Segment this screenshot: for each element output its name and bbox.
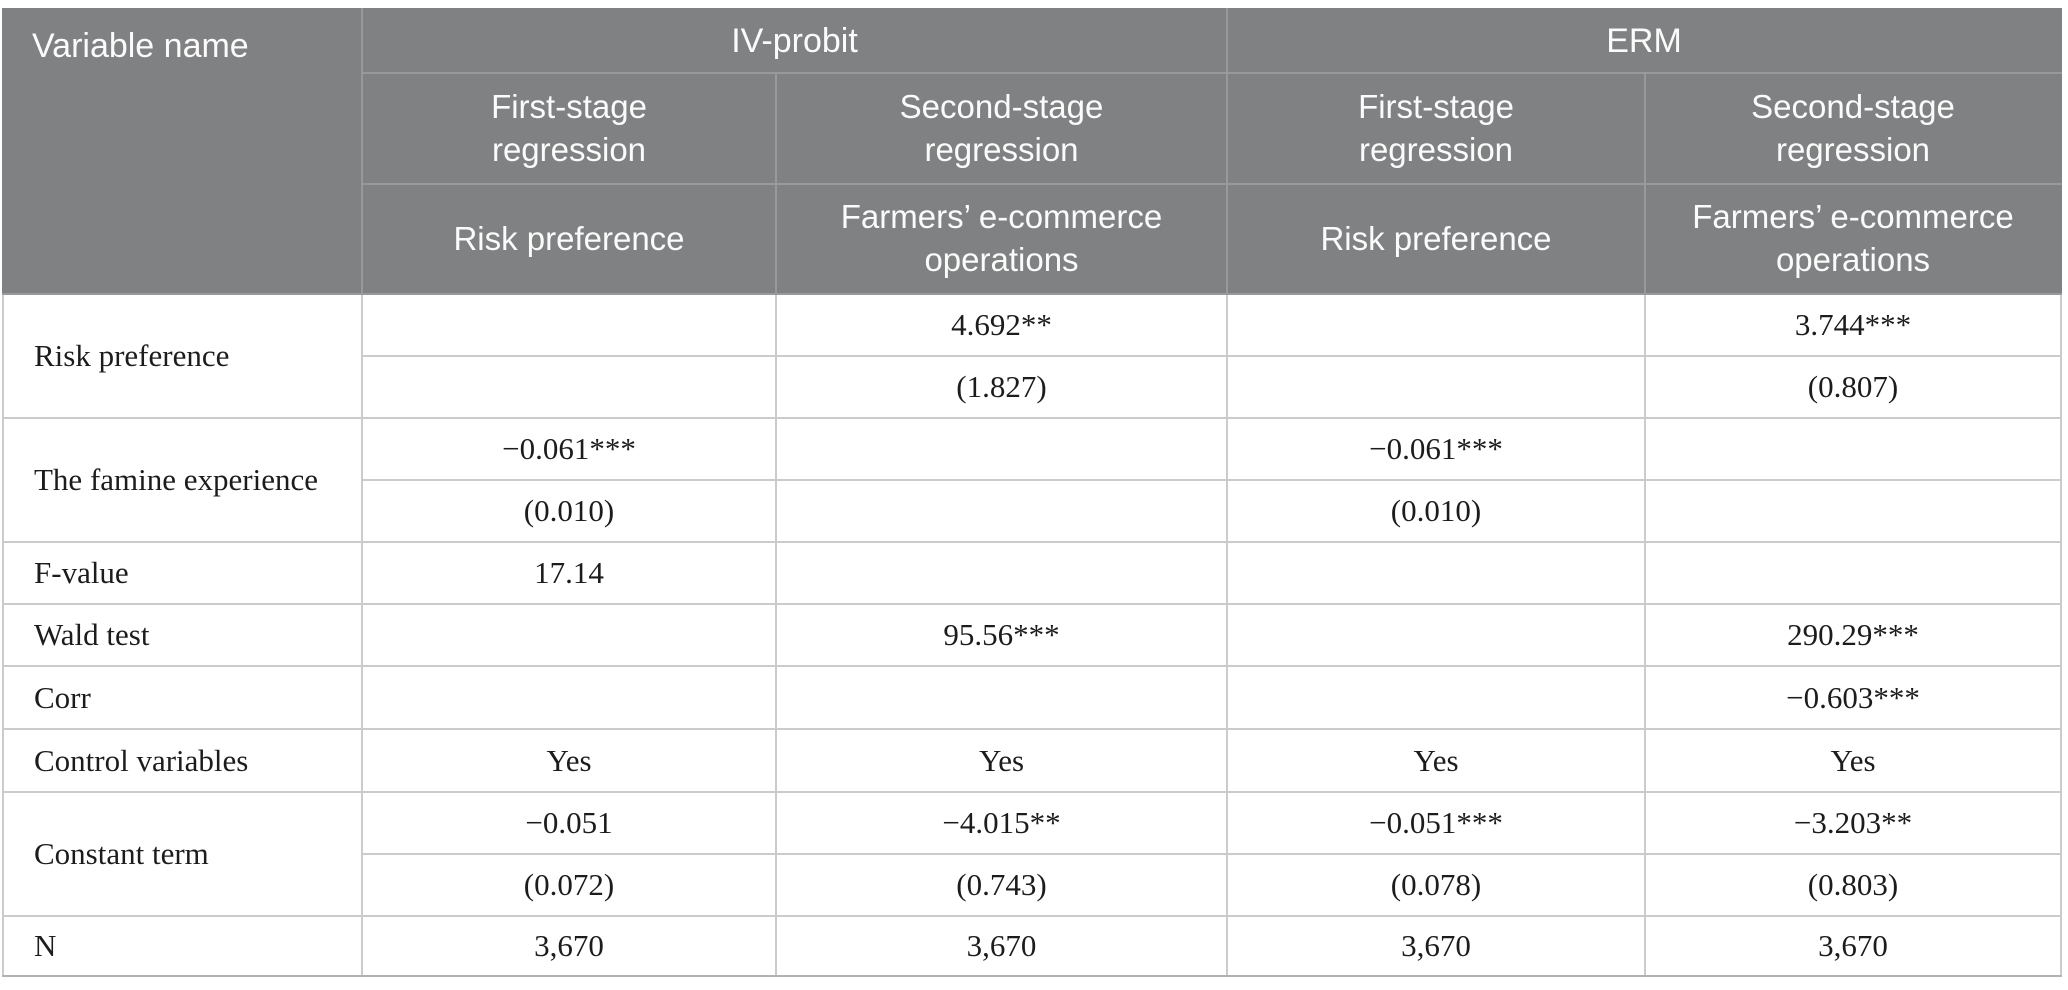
coef-cell — [775, 417, 1228, 481]
table-header: Variable name IV-probit ERM First-stage … — [2, 8, 2062, 295]
coef-cell: −0.051 — [361, 791, 777, 855]
coef-cell — [775, 541, 1228, 605]
header-cell-depvar-iv-first: Risk preference — [361, 183, 777, 295]
coef-cell: −0.603*** — [1644, 665, 2062, 730]
row-label: N — [2, 915, 363, 977]
header-row-depvars: Risk preference Farmers’ e-commerce oper… — [3, 183, 2062, 295]
se-cell: (0.803) — [1644, 853, 2062, 917]
coef-cell: 3,670 — [361, 915, 777, 977]
coef-cell — [1644, 417, 2062, 481]
table-row: F-value 17.14 — [2, 541, 2062, 605]
table-row: Risk preference 4.692** 3.744*** — [2, 293, 2062, 419]
coef-cell: −0.061*** — [361, 417, 777, 481]
header-group-iv-probit: IV-probit — [361, 8, 1228, 74]
header-cell-depvar-erm-first: Risk preference — [1226, 183, 1646, 295]
table-row: The famine experience −0.061*** −0.061**… — [2, 417, 2062, 543]
row-label: Control variables — [2, 728, 363, 793]
se-cell: (0.010) — [1226, 479, 1646, 543]
coef-cell — [1226, 293, 1646, 357]
coef-cell — [361, 293, 777, 357]
header-row-stages: First-stage regression Second-stage regr… — [3, 72, 2062, 185]
header-cell-stage-erm-second: Second-stage regression — [1644, 72, 2062, 185]
table-row: N 3,670 3,670 3,670 3,670 — [2, 915, 2062, 977]
coef-cell: 95.56*** — [775, 603, 1228, 667]
header-cell-variable-name: Variable name — [2, 8, 363, 295]
regression-results-table: Variable name IV-probit ERM First-stage … — [2, 8, 2062, 977]
coef-cell: −3.203** — [1644, 791, 2062, 855]
se-cell — [1226, 355, 1646, 419]
table-body: Risk preference 4.692** 3.744*** (1.827)… — [2, 293, 2062, 977]
coef-cell: −0.051*** — [1226, 791, 1646, 855]
row-label: The famine experience — [2, 417, 363, 543]
coef-cell — [775, 665, 1228, 730]
table-row: Wald test 95.56*** 290.29*** — [2, 603, 2062, 667]
header-cell-depvar-erm-second: Farmers’ e-commerce operations — [1644, 183, 2062, 295]
table-row: Corr −0.603*** — [2, 665, 2062, 730]
coef-cell: 4.692** — [775, 293, 1228, 357]
table-row-se: (1.827) (0.807) — [3, 355, 2062, 419]
row-label: Wald test — [2, 603, 363, 667]
se-cell — [361, 355, 777, 419]
header-cell-stage-iv-first: First-stage regression — [361, 72, 777, 185]
coef-cell: Yes — [361, 728, 777, 793]
coef-cell — [361, 603, 777, 667]
row-label: F-value — [2, 541, 363, 605]
coef-cell: 3,670 — [775, 915, 1228, 977]
se-cell: (1.827) — [775, 355, 1228, 419]
coef-cell — [1226, 665, 1646, 730]
row-label: Risk preference — [2, 293, 363, 419]
se-cell: (0.078) — [1226, 853, 1646, 917]
header-row-groups: Variable name IV-probit ERM — [2, 8, 2062, 295]
row-label: Constant term — [2, 791, 363, 917]
se-cell: (0.010) — [361, 479, 777, 543]
se-cell — [775, 479, 1228, 543]
coef-cell: 3,670 — [1226, 915, 1646, 977]
table-row: Constant term −0.051 −4.015** −0.051*** … — [2, 791, 2062, 917]
table-row: Control variables Yes Yes Yes Yes — [2, 728, 2062, 793]
row-label: Corr — [2, 665, 363, 730]
coef-cell: 290.29*** — [1644, 603, 2062, 667]
header-cell-stage-iv-second: Second-stage regression — [775, 72, 1228, 185]
coef-cell: 17.14 — [361, 541, 777, 605]
coef-cell: Yes — [1644, 728, 2062, 793]
coef-cell — [361, 665, 777, 730]
se-cell: (0.807) — [1644, 355, 2062, 419]
table-row-se: (0.010) (0.010) — [3, 479, 2062, 543]
coef-cell — [1226, 541, 1646, 605]
coef-cell: −4.015** — [775, 791, 1228, 855]
coef-cell: 3,670 — [1644, 915, 2062, 977]
coef-cell: Yes — [1226, 728, 1646, 793]
header-group-erm: ERM — [1226, 8, 2062, 74]
coef-cell: −0.061*** — [1226, 417, 1646, 481]
coef-cell — [1226, 603, 1646, 667]
coef-cell: 3.744*** — [1644, 293, 2062, 357]
se-cell — [1644, 479, 2062, 543]
se-cell: (0.743) — [775, 853, 1228, 917]
header-cell-depvar-iv-second: Farmers’ e-commerce operations — [775, 183, 1228, 295]
se-cell: (0.072) — [361, 853, 777, 917]
coef-cell — [1644, 541, 2062, 605]
coef-cell: Yes — [775, 728, 1228, 793]
header-cell-stage-erm-first: First-stage regression — [1226, 72, 1646, 185]
table-row-se: (0.072) (0.743) (0.078) (0.803) — [3, 853, 2062, 917]
